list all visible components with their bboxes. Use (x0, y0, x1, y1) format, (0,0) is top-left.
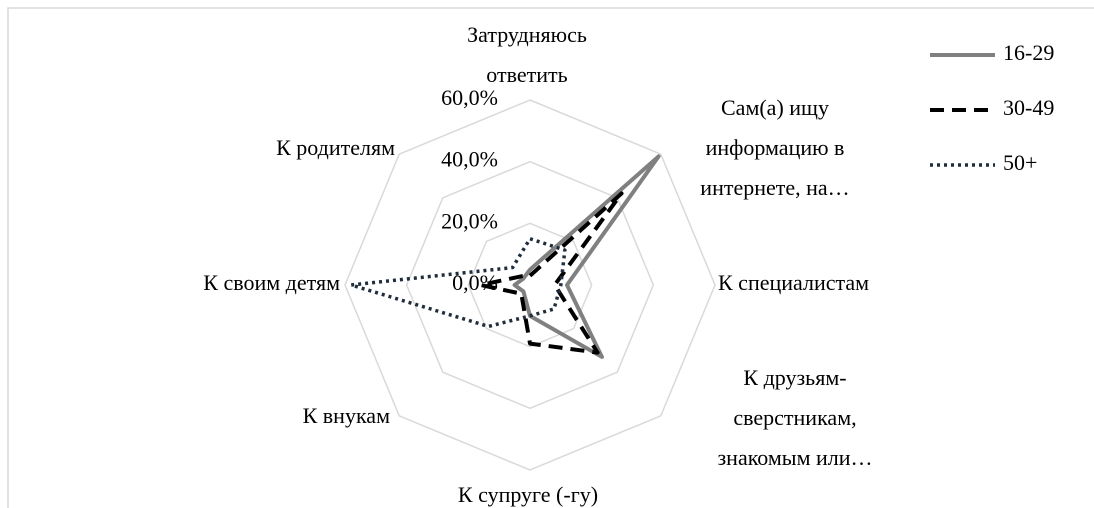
legend-label: 16-29 (1003, 40, 1054, 65)
category-label: К внукам (303, 403, 390, 428)
series-line (478, 191, 624, 355)
category-label: Затрудняюсь ответить (467, 22, 587, 87)
r-tick-label: 40,0% (441, 147, 498, 172)
category-label: К родителям (276, 135, 395, 160)
r-tick-label: 60,0% (441, 85, 498, 110)
grid-ring (467, 222, 593, 348)
legend-label: 50+ (1003, 150, 1037, 175)
category-label: Сам(а) ищу информацию в интернете, на… (700, 95, 849, 200)
grid-ring (405, 160, 655, 410)
r-tick-label: 20,0% (441, 208, 498, 233)
category-label: К супруге (-гу) (458, 482, 598, 507)
legend-label: 30-49 (1003, 95, 1054, 120)
category-label: К друзьям-сверстникам, знакомым или… (717, 365, 872, 470)
chart-frame (7, 7, 1094, 508)
category-label: К своим детям (203, 270, 340, 295)
grid-ring (344, 99, 716, 471)
series-line (349, 237, 567, 329)
series-line (512, 154, 661, 359)
category-label: К специалистам (718, 270, 869, 295)
